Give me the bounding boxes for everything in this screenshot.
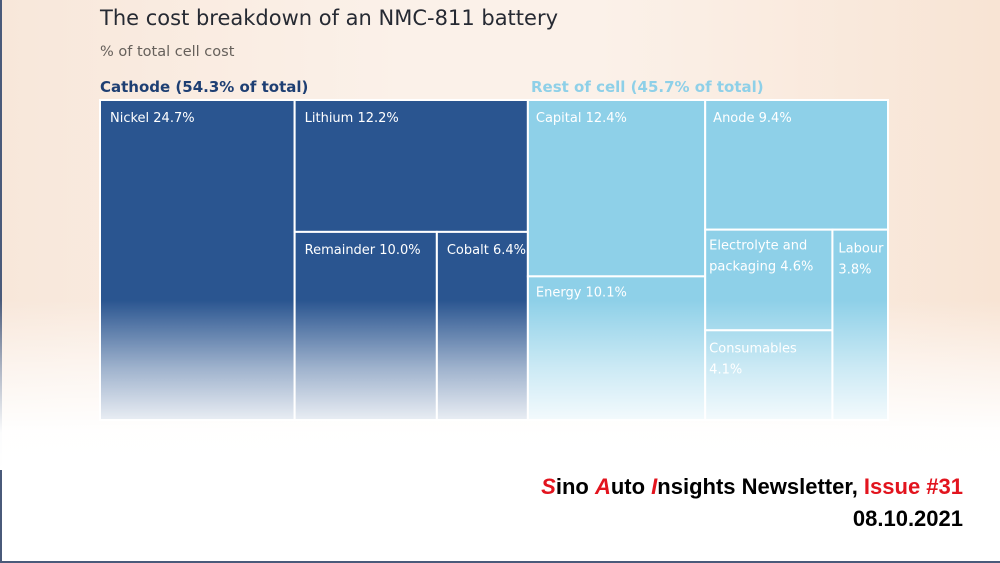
cell-label: Capital 12.4% <box>536 111 627 126</box>
cell-label: Remainder 10.0% <box>305 243 421 258</box>
cell-label: Electrolyte and packaging 4.6% <box>709 239 813 275</box>
treemap-cell <box>831 228 890 421</box>
cell-label: Anode 9.4% <box>713 111 792 126</box>
cell-label: Energy 10.1% <box>536 285 627 300</box>
newsletter-initial: I <box>651 474 658 499</box>
newsletter-initial: A <box>594 474 611 499</box>
cell-label: Nickel 24.7% <box>110 111 195 126</box>
cell-label: Cobalt 6.4% <box>447 243 526 258</box>
slide-border <box>0 0 2 563</box>
newsletter-title: Sino Auto Insights Newsletter, Issue #31 <box>541 474 963 500</box>
treemap-cell <box>99 99 296 421</box>
chart-subtitle: % of total cell cost <box>100 44 235 60</box>
newsletter-text: ino <box>555 474 595 499</box>
treemap-cell <box>435 230 529 421</box>
treemap-cell <box>526 99 707 278</box>
cell-label: Labour 3.8% <box>838 242 884 278</box>
group-label-rest-of-cell: Rest of cell (45.7% of total) <box>531 78 764 96</box>
newsletter-date: 08.10.2021 <box>852 506 963 531</box>
cell-label: Lithium 12.2% <box>305 111 399 126</box>
newsletter-text: uto <box>610 474 652 499</box>
group-label-cathode: Cathode (54.3% of total) <box>100 78 309 96</box>
newsletter-initial: S <box>541 474 556 499</box>
footer-area <box>2 465 1000 561</box>
treemap-cell <box>704 99 890 231</box>
chart-title: The cost breakdown of an NMC-811 battery <box>100 6 559 30</box>
slide-border <box>0 561 1000 563</box>
newsletter-text: nsights Newsletter, <box>657 474 864 499</box>
issue-number: Issue #31 <box>863 474 963 499</box>
treemap-cell <box>293 230 438 421</box>
